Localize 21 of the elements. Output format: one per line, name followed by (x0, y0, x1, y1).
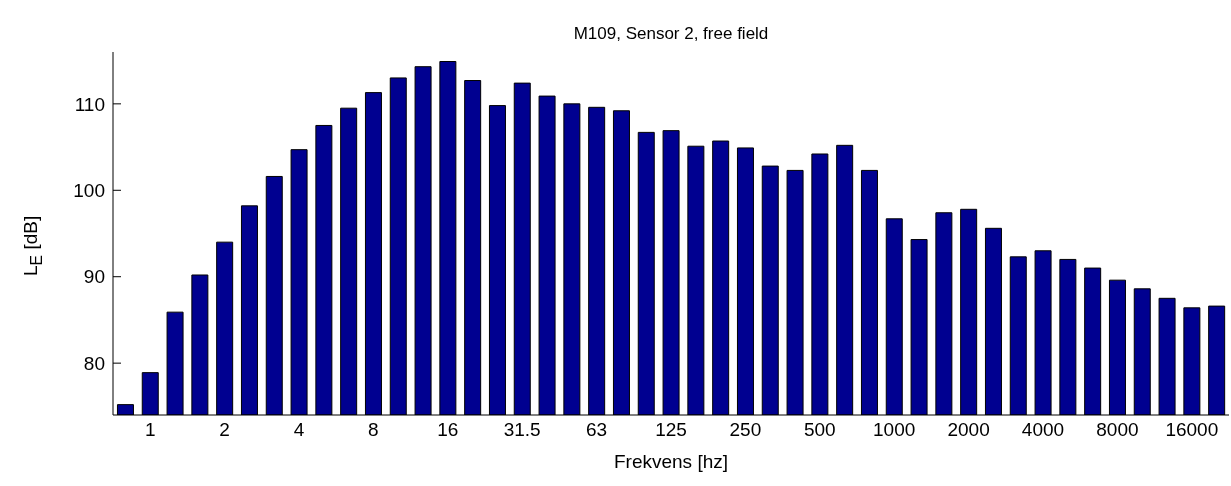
x-tick-label: 16 (437, 419, 459, 441)
y-tick-label: 90 (83, 266, 105, 288)
x-axis-title: Frekvens [hz] (613, 451, 729, 472)
x-tick-label: 2000 (947, 419, 990, 441)
y-tick-label: 100 (73, 180, 105, 202)
x-tick-label: 500 (803, 419, 836, 441)
chart-title: M109, Sensor 2, free field (572, 24, 770, 44)
x-tick-label: 1000 (873, 419, 916, 441)
x-tick-label: 8 (368, 419, 379, 441)
x-tick-label: 4000 (1021, 419, 1065, 441)
x-tick-label: 125 (655, 419, 687, 441)
x-tick-label: 2 (219, 419, 230, 441)
x-tick-label: 31.5 (503, 419, 541, 441)
x-tick-label: 63 (586, 419, 608, 441)
x-tick-label: 16000 (1165, 419, 1219, 441)
x-tick-label: 250 (729, 419, 762, 441)
y-tick-label: 80 (83, 352, 105, 374)
x-tick-label: 8000 (1096, 419, 1139, 441)
x-tick-label: 1 (144, 419, 156, 441)
x-tick-label: 4 (293, 419, 305, 441)
y-tick-label: 110 (74, 93, 105, 115)
